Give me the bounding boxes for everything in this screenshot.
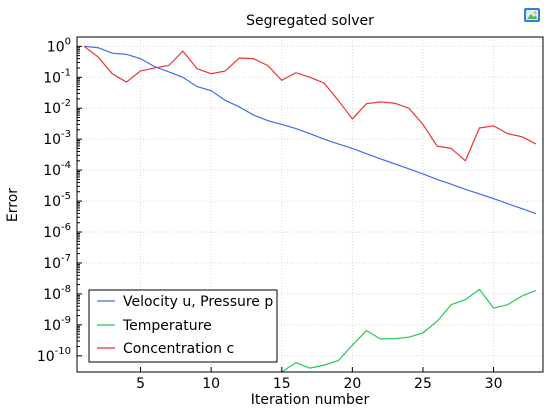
y-tick-exponent: 0 <box>65 36 71 47</box>
y-tick-exponent: -6 <box>61 222 71 233</box>
y-tick-base: 10 <box>37 349 55 365</box>
y-tick-exponent: -9 <box>61 315 71 326</box>
y-tick-label: 10-10 <box>37 346 71 365</box>
y-tick-base: 10 <box>43 225 61 241</box>
y-tick-label: 100 <box>47 36 71 55</box>
x-tick-label: 5 <box>136 376 145 392</box>
y-tick-label: 10-7 <box>43 253 71 272</box>
legend: Velocity u, Pressure p Temperature Conce… <box>88 289 278 363</box>
y-tick-exponent: -10 <box>55 346 71 357</box>
y-tick-exponent: -7 <box>61 253 71 264</box>
velocity-series-line <box>84 45 537 215</box>
icon-sun <box>533 11 537 15</box>
y-tick-label: 10-9 <box>43 315 71 334</box>
y-tick-label: 10-1 <box>43 67 71 86</box>
plot-frame <box>76 36 544 373</box>
y-tick-exponent: -4 <box>61 160 71 171</box>
y-tick-base: 10 <box>47 39 65 55</box>
concentration-series-line <box>83 45 537 162</box>
x-tick-label: 15 <box>273 376 291 392</box>
y-tick-exponent: -8 <box>61 284 71 295</box>
image-export-icon[interactable] <box>524 8 540 22</box>
x-tick-label: 20 <box>343 376 361 392</box>
y-tick-label: 10-8 <box>43 284 71 303</box>
y-tick-base: 10 <box>43 132 61 148</box>
series-layer <box>83 45 537 373</box>
y-tick-label: 10-4 <box>43 160 71 179</box>
y-tick-exponent: -2 <box>61 98 71 109</box>
y-tick-label: 10-5 <box>43 191 71 210</box>
y-tick-exponent: -1 <box>61 67 71 78</box>
x-axis-title: Iteration number <box>251 392 370 408</box>
y-tick-base: 10 <box>43 287 61 303</box>
y-tick-base: 10 <box>43 70 61 86</box>
y-tick-label: 10-2 <box>43 98 71 117</box>
axis-layer: 5 10 15 20 25 3010010-110-210-310-410-510-610… <box>37 36 544 392</box>
legend-label-concentration: Concentration c <box>123 341 234 357</box>
y-tick-base: 10 <box>43 318 61 334</box>
y-tick-base: 10 <box>43 163 61 179</box>
y-tick-base: 10 <box>43 101 61 117</box>
y-tick-label: 10-3 <box>43 129 71 148</box>
y-tick-base: 10 <box>43 194 61 210</box>
temperature-series-line <box>281 288 537 373</box>
y-axis-title: Error <box>5 188 21 222</box>
legend-label-temperature: Temperature <box>122 318 212 334</box>
icon-mountain <box>527 14 537 19</box>
y-tick-label: 10-6 <box>43 222 71 241</box>
y-tick-base: 10 <box>43 256 61 272</box>
x-tick-label: 30 <box>485 376 503 392</box>
y-tick-exponent: -3 <box>61 129 71 140</box>
legend-box <box>88 289 278 363</box>
x-tick-label: 10 <box>202 376 220 392</box>
x-tick-label: 25 <box>414 376 432 392</box>
y-tick-exponent: -5 <box>61 191 71 202</box>
legend-label-velocity: Velocity u, Pressure p <box>123 294 273 310</box>
chart-title: Segregated solver <box>246 13 374 29</box>
